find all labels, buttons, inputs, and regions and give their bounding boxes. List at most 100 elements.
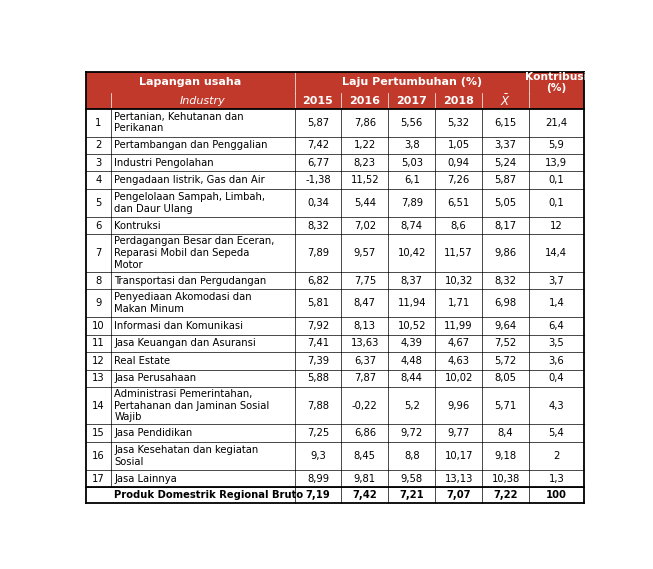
Text: 7,21: 7,21 xyxy=(400,490,424,500)
Text: 14,4: 14,4 xyxy=(545,248,567,258)
Text: 9: 9 xyxy=(95,298,102,308)
Bar xyxy=(86,171,584,189)
Text: 8,74: 8,74 xyxy=(401,221,422,230)
Text: 16: 16 xyxy=(92,451,105,461)
Text: 15: 15 xyxy=(92,428,105,438)
Text: 0,1: 0,1 xyxy=(549,198,564,208)
Text: Administrasi Pemerintahan,
Pertahanan dan Jaminan Sosial
Wajib: Administrasi Pemerintahan, Pertahanan da… xyxy=(114,389,270,422)
Text: 7,92: 7,92 xyxy=(307,321,329,331)
Text: 13,13: 13,13 xyxy=(445,473,473,484)
Bar xyxy=(86,335,584,352)
Text: 10,42: 10,42 xyxy=(398,248,426,258)
Text: 7,07: 7,07 xyxy=(447,490,471,500)
Text: 14: 14 xyxy=(92,401,105,411)
Bar xyxy=(86,424,584,442)
Text: 5,4: 5,4 xyxy=(549,428,564,438)
Bar xyxy=(86,217,584,234)
Text: Kontribusi
(%): Kontribusi (%) xyxy=(525,72,588,93)
Text: 12: 12 xyxy=(92,356,105,366)
Bar xyxy=(86,387,584,424)
Text: 1,3: 1,3 xyxy=(549,473,564,484)
Text: 10,38: 10,38 xyxy=(492,473,520,484)
Text: 6: 6 xyxy=(95,221,102,230)
Bar xyxy=(86,109,584,137)
Text: 11,52: 11,52 xyxy=(351,175,379,185)
Text: 9,81: 9,81 xyxy=(354,473,376,484)
Text: 1,22: 1,22 xyxy=(354,140,376,150)
Text: 1: 1 xyxy=(95,118,102,127)
Text: 7,02: 7,02 xyxy=(354,221,376,230)
Text: 5,03: 5,03 xyxy=(401,158,422,168)
Text: 5,81: 5,81 xyxy=(307,298,329,308)
Text: 12: 12 xyxy=(550,221,563,230)
Text: 5,71: 5,71 xyxy=(494,401,517,411)
Text: 5,56: 5,56 xyxy=(401,118,423,127)
Text: 8,32: 8,32 xyxy=(307,221,329,230)
Text: Jasa Keuangan dan Asuransi: Jasa Keuangan dan Asuransi xyxy=(114,339,256,348)
Text: Perdagangan Besar dan Eceran,
Reparasi Mobil dan Sepeda
Motor: Perdagangan Besar dan Eceran, Reparasi M… xyxy=(114,236,275,270)
Text: 9,18: 9,18 xyxy=(494,451,517,461)
Text: 11: 11 xyxy=(92,339,105,348)
Text: 10,52: 10,52 xyxy=(398,321,426,331)
Text: Pengadaan listrik, Gas dan Air: Pengadaan listrik, Gas dan Air xyxy=(114,175,265,185)
Text: 3,6: 3,6 xyxy=(549,356,564,366)
Text: 5,44: 5,44 xyxy=(354,198,376,208)
Text: 5,87: 5,87 xyxy=(307,118,329,127)
Text: 7,42: 7,42 xyxy=(307,140,329,150)
Text: 7,52: 7,52 xyxy=(494,339,517,348)
Text: Laju Pertumbuhan (%): Laju Pertumbuhan (%) xyxy=(342,77,482,88)
Text: Jasa Lainnya: Jasa Lainnya xyxy=(114,473,177,484)
Text: Kontruksi: Kontruksi xyxy=(114,221,161,230)
Text: 9,64: 9,64 xyxy=(494,321,517,331)
Text: 11,99: 11,99 xyxy=(444,321,473,331)
Text: 7,39: 7,39 xyxy=(307,356,329,366)
Text: 8,4: 8,4 xyxy=(498,428,513,438)
Text: 6,37: 6,37 xyxy=(354,356,376,366)
Text: 2018: 2018 xyxy=(443,96,474,106)
Text: Jasa Kesehatan dan kegiatan
Sosial: Jasa Kesehatan dan kegiatan Sosial xyxy=(114,445,259,467)
Text: Produk Domestrik Regional Bruto: Produk Domestrik Regional Bruto xyxy=(114,490,304,500)
Text: 8: 8 xyxy=(95,275,102,286)
Bar xyxy=(86,234,584,272)
Text: 3: 3 xyxy=(95,158,102,168)
Text: Penyediaan Akomodasi dan
Makan Minum: Penyediaan Akomodasi dan Makan Minum xyxy=(114,292,252,314)
Text: 3,37: 3,37 xyxy=(494,140,517,150)
Text: 4,39: 4,39 xyxy=(401,339,422,348)
Text: 10,17: 10,17 xyxy=(445,451,473,461)
Text: 1,4: 1,4 xyxy=(549,298,564,308)
Text: 7: 7 xyxy=(95,248,102,258)
Text: 6,1: 6,1 xyxy=(404,175,420,185)
Text: 9,3: 9,3 xyxy=(310,451,326,461)
Bar xyxy=(86,137,584,154)
Bar xyxy=(86,470,584,487)
Bar xyxy=(86,154,584,171)
Text: Transportasi dan Pergudangan: Transportasi dan Pergudangan xyxy=(114,275,266,286)
Text: 8,44: 8,44 xyxy=(401,373,422,384)
Text: 7,19: 7,19 xyxy=(306,490,330,500)
Text: 6,51: 6,51 xyxy=(447,198,470,208)
Text: 7,42: 7,42 xyxy=(353,490,377,500)
Text: 4,63: 4,63 xyxy=(448,356,470,366)
Text: Jasa Pendidikan: Jasa Pendidikan xyxy=(114,428,193,438)
Text: 0,94: 0,94 xyxy=(448,158,470,168)
Text: 5,24: 5,24 xyxy=(494,158,517,168)
Text: 7,26: 7,26 xyxy=(447,175,470,185)
Text: Lapangan usaha: Lapangan usaha xyxy=(139,77,241,88)
Text: 7,86: 7,86 xyxy=(354,118,376,127)
Text: 1,05: 1,05 xyxy=(447,140,470,150)
Text: 9,58: 9,58 xyxy=(401,473,423,484)
Text: 11,94: 11,94 xyxy=(398,298,426,308)
Text: Pertambangan dan Penggalian: Pertambangan dan Penggalian xyxy=(114,140,268,150)
Text: Industri Pengolahan: Industri Pengolahan xyxy=(114,158,214,168)
Text: 5,32: 5,32 xyxy=(447,118,470,127)
Bar xyxy=(86,369,584,387)
Text: 2017: 2017 xyxy=(396,96,427,106)
Text: 7,25: 7,25 xyxy=(307,428,329,438)
Text: 8,13: 8,13 xyxy=(354,321,376,331)
Text: 4,67: 4,67 xyxy=(447,339,470,348)
Text: 2: 2 xyxy=(95,140,102,150)
Text: 7,22: 7,22 xyxy=(493,490,518,500)
Bar xyxy=(86,487,584,503)
Text: Jasa Perusahaan: Jasa Perusahaan xyxy=(114,373,197,384)
Text: 6,82: 6,82 xyxy=(307,275,329,286)
